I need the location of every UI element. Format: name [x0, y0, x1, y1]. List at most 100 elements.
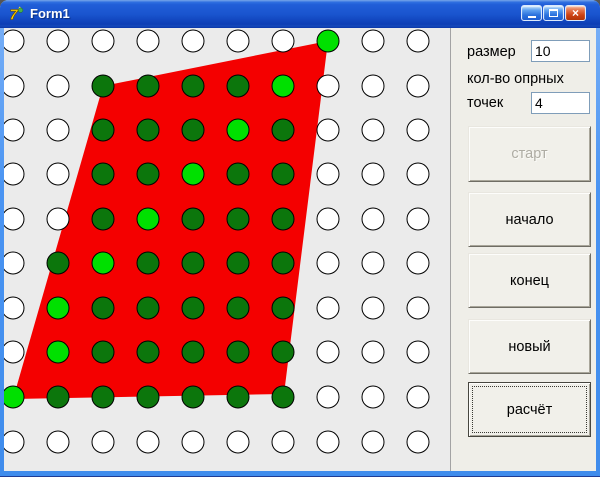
grid-dot-empty[interactable]	[91, 430, 115, 454]
grid-dot-empty[interactable]	[406, 74, 430, 98]
grid-dot-inner[interactable]	[226, 74, 250, 98]
grid-dot-empty[interactable]	[46, 162, 70, 186]
grid-dot-empty[interactable]	[361, 74, 385, 98]
grid-dot-inner[interactable]	[226, 296, 250, 320]
grid-dot-inner[interactable]	[91, 118, 115, 142]
grid-dot-empty[interactable]	[46, 430, 70, 454]
grid-dot-empty[interactable]	[406, 162, 430, 186]
grid-dot-inner[interactable]	[226, 340, 250, 364]
grid-dot-inner[interactable]	[91, 74, 115, 98]
start-button[interactable]: старт	[468, 126, 591, 182]
grid-dot-inner[interactable]	[226, 162, 250, 186]
begin-button[interactable]: начало	[468, 192, 591, 247]
grid-dot-empty[interactable]	[226, 430, 250, 454]
grid-dot-support[interactable]	[316, 29, 340, 53]
grid-dot-empty[interactable]	[361, 118, 385, 142]
grid-dot-inner[interactable]	[136, 74, 160, 98]
grid-dot-support[interactable]	[46, 340, 70, 364]
paintbox-canvas[interactable]	[1, 28, 450, 471]
grid-dot-inner[interactable]	[271, 385, 295, 409]
grid-dot-empty[interactable]	[406, 340, 430, 364]
grid-dot-inner[interactable]	[271, 207, 295, 231]
grid-dot-empty[interactable]	[1, 74, 25, 98]
grid-dot-inner[interactable]	[226, 385, 250, 409]
grid-dot-inner[interactable]	[181, 340, 205, 364]
grid-dot-support[interactable]	[1, 385, 25, 409]
grid-dot-empty[interactable]	[316, 118, 340, 142]
grid-dot-empty[interactable]	[316, 162, 340, 186]
grid-dot-empty[interactable]	[361, 251, 385, 275]
grid-dot-inner[interactable]	[181, 385, 205, 409]
grid-dot-empty[interactable]	[406, 296, 430, 320]
grid-dot-support[interactable]	[181, 162, 205, 186]
new-button[interactable]: новый	[468, 319, 591, 374]
grid-dot-support[interactable]	[136, 207, 160, 231]
grid-dot-inner[interactable]	[271, 118, 295, 142]
grid-dot-inner[interactable]	[181, 296, 205, 320]
grid-dot-empty[interactable]	[136, 29, 160, 53]
grid-dot-empty[interactable]	[406, 29, 430, 53]
grid-dot-empty[interactable]	[136, 430, 160, 454]
grid-dot-empty[interactable]	[1, 430, 25, 454]
grid-dot-inner[interactable]	[91, 207, 115, 231]
grid-dot-empty[interactable]	[1, 340, 25, 364]
grid-dot-empty[interactable]	[46, 118, 70, 142]
grid-dot-empty[interactable]	[361, 207, 385, 231]
calc-button[interactable]: расчёт	[468, 382, 591, 437]
grid-dot-inner[interactable]	[91, 340, 115, 364]
grid-dot-support[interactable]	[271, 74, 295, 98]
grid-dot-empty[interactable]	[316, 251, 340, 275]
grid-dot-empty[interactable]	[361, 296, 385, 320]
grid-dot-empty[interactable]	[361, 29, 385, 53]
grid-dot-empty[interactable]	[406, 207, 430, 231]
grid-dot-inner[interactable]	[181, 118, 205, 142]
grid-dot-support[interactable]	[226, 118, 250, 142]
grid-dot-inner[interactable]	[46, 251, 70, 275]
grid-dot-empty[interactable]	[316, 296, 340, 320]
grid-dot-inner[interactable]	[226, 251, 250, 275]
grid-dot-empty[interactable]	[46, 74, 70, 98]
grid-dot-inner[interactable]	[136, 385, 160, 409]
grid-dot-empty[interactable]	[406, 385, 430, 409]
grid-dot-empty[interactable]	[406, 430, 430, 454]
grid-dot-empty[interactable]	[181, 430, 205, 454]
grid-dot-inner[interactable]	[91, 385, 115, 409]
grid-dot-empty[interactable]	[361, 162, 385, 186]
size-input[interactable]	[531, 40, 590, 62]
grid-dot-empty[interactable]	[361, 430, 385, 454]
grid-dot-inner[interactable]	[271, 162, 295, 186]
grid-dot-empty[interactable]	[361, 340, 385, 364]
grid-dot-empty[interactable]	[316, 74, 340, 98]
grid-dot-empty[interactable]	[46, 29, 70, 53]
end-button[interactable]: конец	[468, 253, 591, 308]
grid-dot-inner[interactable]	[181, 74, 205, 98]
grid-dot-inner[interactable]	[91, 162, 115, 186]
grid-dot-empty[interactable]	[316, 207, 340, 231]
grid-dot-empty[interactable]	[406, 251, 430, 275]
grid-dot-empty[interactable]	[1, 207, 25, 231]
grid-dot-inner[interactable]	[181, 251, 205, 275]
grid-dot-empty[interactable]	[316, 340, 340, 364]
grid-dot-empty[interactable]	[361, 385, 385, 409]
grid-dot-inner[interactable]	[271, 251, 295, 275]
grid-dot-empty[interactable]	[1, 162, 25, 186]
maximize-button[interactable]	[543, 5, 564, 21]
grid-dot-empty[interactable]	[406, 118, 430, 142]
grid-dot-empty[interactable]	[91, 29, 115, 53]
grid-dot-empty[interactable]	[1, 29, 25, 53]
grid-dot-empty[interactable]	[181, 29, 205, 53]
grid-dot-empty[interactable]	[316, 385, 340, 409]
grid-dot-inner[interactable]	[271, 296, 295, 320]
grid-dot-inner[interactable]	[136, 162, 160, 186]
grid-dot-empty[interactable]	[271, 430, 295, 454]
grid-dot-empty[interactable]	[316, 430, 340, 454]
grid-dot-empty[interactable]	[1, 118, 25, 142]
minimize-button[interactable]	[521, 5, 542, 21]
grid-dot-empty[interactable]	[226, 29, 250, 53]
grid-dot-inner[interactable]	[271, 340, 295, 364]
grid-dot-inner[interactable]	[136, 118, 160, 142]
grid-dot-empty[interactable]	[271, 29, 295, 53]
close-button[interactable]: ×	[565, 5, 586, 21]
grid-dot-support[interactable]	[46, 296, 70, 320]
titlebar[interactable]: 7 Form1 ×	[0, 0, 600, 28]
